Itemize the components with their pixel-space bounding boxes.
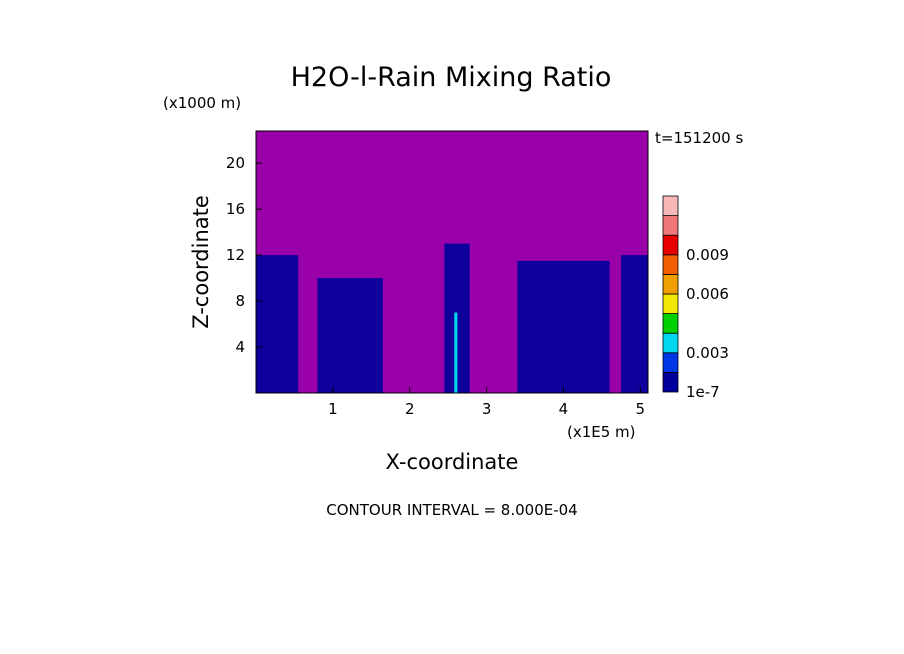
x-axis-ticks: 1 2 3 4 5 (328, 387, 645, 418)
colorbar-swatch (662, 332, 679, 354)
x-tick-label: 2 (405, 400, 415, 418)
y-tick-label: 4 (235, 338, 245, 356)
y-axis-label: Z-coordinate (189, 195, 213, 329)
colorbar-swatch (662, 313, 679, 334)
x-axis-label: X-coordinate (386, 450, 519, 474)
y-tick-label: 12 (226, 246, 245, 264)
x-tick-label: 3 (482, 400, 492, 418)
data-region (621, 255, 648, 393)
data-region (256, 255, 299, 393)
colorbar-swatch (662, 195, 679, 217)
colorbar-label: 0.003 (686, 344, 729, 362)
colorbar-swatch (662, 234, 679, 256)
colorbar-swatch (662, 352, 679, 373)
x-tick-label: 5 (636, 400, 646, 418)
data-regions (256, 243, 648, 393)
chart-title: H2O-l-Rain Mixing Ratio (291, 62, 612, 93)
colorbar-swatch (662, 371, 679, 393)
colorbar-swatch (662, 215, 679, 236)
x-tick-label: 1 (328, 400, 338, 418)
plot-frame (255, 130, 649, 394)
colorbar-label: 0.009 (686, 246, 729, 264)
contour-interval-footer: CONTOUR INTERVAL = 8.000E-04 (326, 501, 577, 519)
colorbar-label: 0.006 (686, 285, 729, 303)
colorbar-swatch (662, 293, 679, 315)
data-region (454, 312, 458, 393)
data-region (317, 278, 383, 393)
colorbar: 1e-7 0.003 0.006 0.009 (662, 195, 729, 401)
data-region (517, 260, 610, 393)
time-label: t=151200 s (655, 129, 743, 147)
colorbar-swatch (662, 254, 679, 275)
x-tick-label: 4 (559, 400, 569, 418)
y-axis-unit: (x1000 m) (163, 94, 241, 112)
colorbar-label: 1e-7 (686, 383, 720, 401)
y-tick-label: 8 (235, 292, 245, 310)
y-tick-label: 16 (226, 200, 245, 218)
plot-area (255, 130, 649, 394)
colorbar-swatch (662, 273, 679, 295)
y-axis-ticks: 4 8 12 16 20 (226, 154, 262, 356)
y-tick-label: 20 (226, 154, 245, 172)
x-axis-unit: (x1E5 m) (567, 423, 636, 441)
